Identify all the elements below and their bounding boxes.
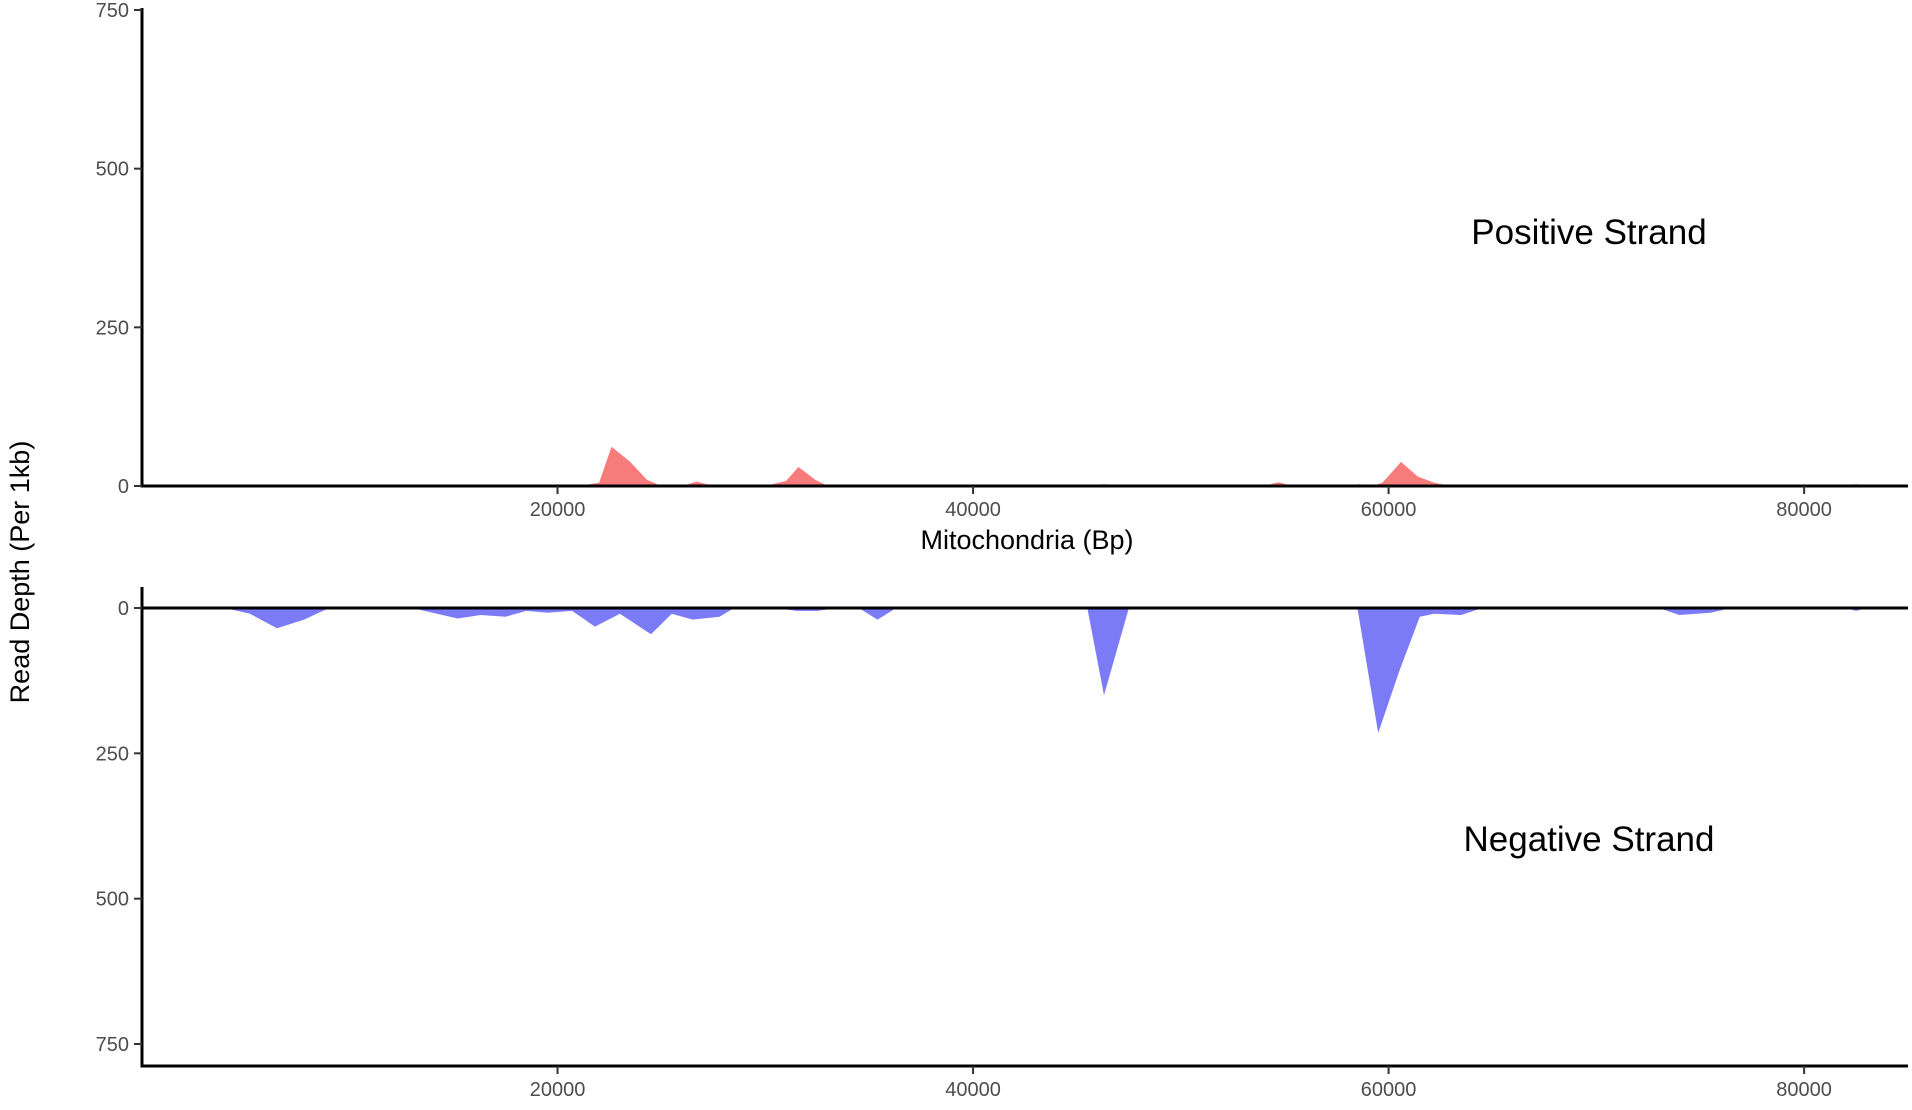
negative-y-tick-label: 0 <box>118 598 129 620</box>
negative-strand-area-0 <box>142 608 1908 733</box>
negative-strand-label: Negative Strand <box>1464 820 1715 859</box>
positive-y-tick-label: 250 <box>96 317 129 339</box>
negative-y-tick-label: 750 <box>96 1034 129 1056</box>
negative-x-tick-label: 60000 <box>1361 1079 1417 1101</box>
positive-x-tick-label: 40000 <box>945 499 1001 521</box>
negative-y-tick-label: 500 <box>96 889 129 911</box>
x-axis-title: Mitochondria (Bp) <box>920 525 1133 555</box>
positive-strand-label: Positive Strand <box>1471 213 1706 252</box>
negative-x-tick-label: 20000 <box>530 1079 586 1101</box>
negative-y-tick-label: 250 <box>96 743 129 765</box>
positive-x-tick-label: 80000 <box>1776 499 1832 521</box>
negative-x-tick-label: 80000 <box>1776 1079 1832 1101</box>
y-axis-title: Read Depth (Per 1kb) <box>5 441 35 704</box>
positive-x-tick-label: 20000 <box>530 499 586 521</box>
negative-x-tick-label: 40000 <box>945 1079 1001 1101</box>
positive-x-tick-label: 60000 <box>1361 499 1417 521</box>
positive-y-tick-label: 500 <box>96 159 129 181</box>
positive-y-tick-label: 0 <box>118 476 129 498</box>
positive-y-tick-label: 750 <box>96 0 129 22</box>
positive-strand-area-0 <box>142 446 1908 486</box>
